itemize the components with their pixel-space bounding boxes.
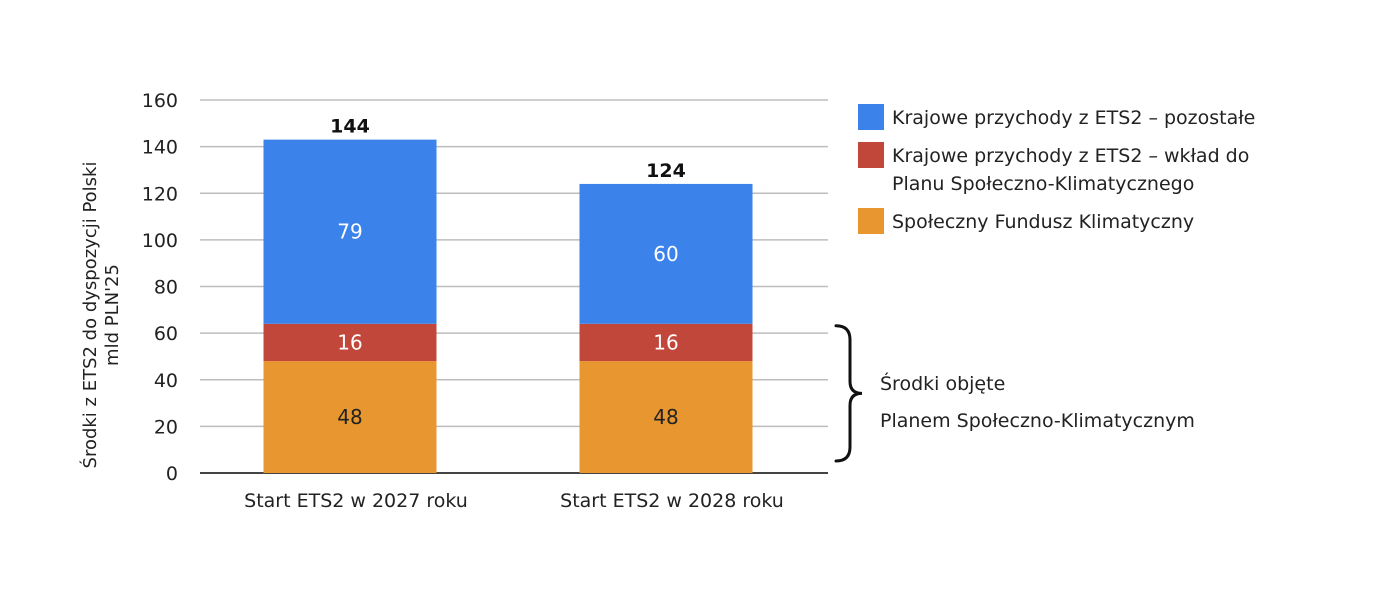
bar-value-label: 79 (337, 220, 362, 244)
bar-value-label: 60 (653, 242, 678, 266)
bracket-annotation-text: Środki objęte Planem Społeczno-Klimatycz… (880, 366, 1195, 440)
bar-total-label: 124 (646, 160, 686, 182)
y-tick-label: 140 (142, 137, 178, 159)
y-tick-label: 100 (142, 230, 178, 252)
bar-segment (579, 183, 753, 324)
bracket-annotation-line-1: Środki objęte (880, 373, 1006, 395)
bar-segment (579, 323, 753, 362)
legend-swatch-wklad (858, 142, 884, 168)
y-tick-label: 0 (166, 463, 178, 485)
bar-segment (263, 139, 437, 324)
x-category-label: Start ETS2 w 2028 roku (560, 490, 784, 512)
y-tick-label: 80 (154, 277, 178, 299)
y-tick-label: 120 (142, 183, 178, 205)
bar-value-label: 48 (337, 405, 362, 429)
bracket-brace (834, 324, 863, 463)
legend-item-wklad: Krajowe przychody z ETS2 – wkład do Plan… (858, 142, 1358, 198)
bracket-annotation-line-2: Planem Społeczno-Klimatycznym (880, 410, 1195, 432)
bar-segment (263, 323, 437, 362)
y-tick-label: 20 (154, 416, 178, 438)
legend-item-sfk: Społeczny Fundusz Klimatyczny (858, 208, 1358, 236)
legend-swatch-pozostale (858, 104, 884, 130)
y-axis-label: Środki z ETS2 do dyspozycji Polskimld PL… (79, 162, 123, 469)
bar-segment (579, 361, 753, 473)
x-category-label: Start ETS2 w 2027 roku (244, 490, 468, 512)
bar-segment (263, 361, 437, 473)
bar-total-label: 144 (330, 116, 370, 138)
legend-label-pozostale: Krajowe przychody z ETS2 – pozostałe (892, 107, 1256, 129)
y-tick-label: 60 (154, 323, 178, 345)
y-tick-label: 40 (154, 370, 178, 392)
legend-item-pozostale: Krajowe przychody z ETS2 – pozostałe (858, 104, 1358, 132)
bar-value-label: 16 (653, 330, 678, 354)
y-tick-label: 160 (142, 90, 178, 112)
legend: Krajowe przychody z ETS2 – pozostałe Kra… (858, 104, 1358, 246)
legend-label-wklad: Krajowe przychody z ETS2 – wkład do Plan… (892, 145, 1250, 195)
legend-swatch-sfk (858, 208, 884, 234)
bar-value-label: 48 (653, 405, 678, 429)
legend-label-sfk: Społeczny Fundusz Klimatyczny (892, 211, 1195, 233)
bar-value-label: 16 (337, 330, 362, 354)
